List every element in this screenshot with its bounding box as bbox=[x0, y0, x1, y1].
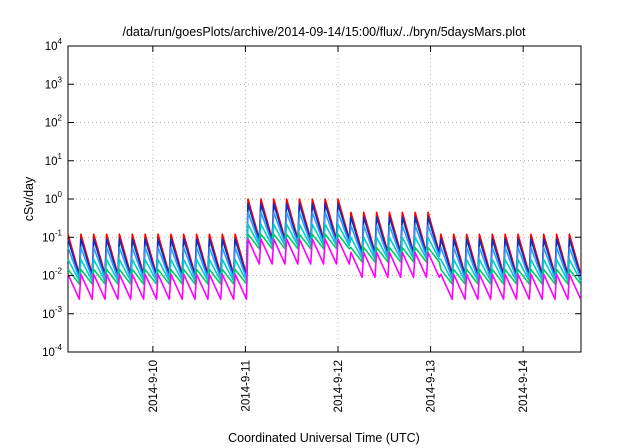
y-tick-label: 10-2 bbox=[42, 267, 62, 283]
x-tick-label: 2014-9-11 bbox=[240, 360, 252, 412]
y-tick-label: 102 bbox=[45, 114, 63, 130]
x-tick-label: 2014-9-13 bbox=[426, 360, 438, 412]
axis-ticks: 104 103 102 101 100 10-1 10-2 10-3 10-4 2014-9-10… bbox=[42, 37, 581, 412]
y-tick-label: 103 bbox=[45, 75, 63, 91]
y-tick-label: 104 bbox=[45, 37, 63, 53]
x-tick-label: 2014-9-10 bbox=[148, 360, 160, 412]
chart-title: /data/run/goesPlots/archive/2014-09-14/1… bbox=[122, 25, 526, 39]
y-tick-label: 101 bbox=[45, 152, 63, 168]
x-tick-label: 2014-9-12 bbox=[333, 360, 345, 412]
y-tick-label: 10-1 bbox=[42, 228, 62, 244]
y-tick-label: 100 bbox=[45, 190, 63, 206]
x-axis-label: Coordinated Universal Time (UTC) bbox=[228, 431, 420, 445]
series-line bbox=[67, 238, 582, 301]
x-tick-label: 2014-9-14 bbox=[518, 359, 530, 412]
series-lines bbox=[67, 198, 582, 301]
y-axis-label: cSv/day bbox=[22, 176, 36, 221]
y-tick-label: 10-4 bbox=[42, 343, 62, 359]
y-tick-label: 10-3 bbox=[42, 305, 62, 321]
